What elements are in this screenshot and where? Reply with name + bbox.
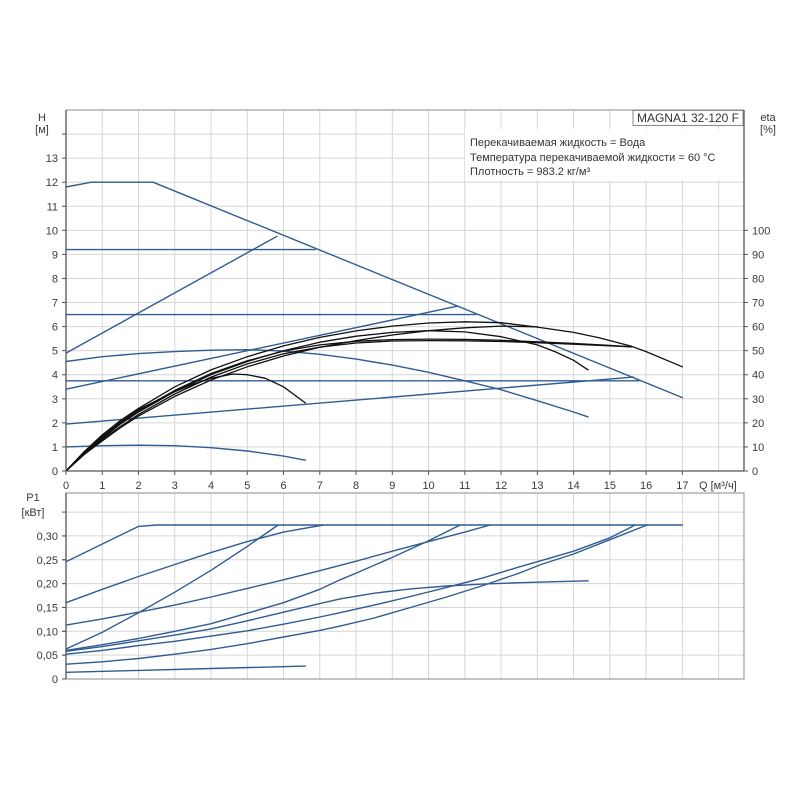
- x-tick-label: 8: [353, 480, 359, 492]
- y2-tick-label: 100: [752, 225, 770, 237]
- y-tick-label: 1: [52, 442, 58, 454]
- y-tick-label: 4: [52, 370, 58, 382]
- y-tick-label: 11: [47, 201, 58, 213]
- y-tick-label: 7: [52, 298, 58, 310]
- x-axis-title-flow: Q [м³/ч]: [699, 480, 737, 492]
- y2-axis-unit-eta: [%]: [760, 124, 776, 136]
- y2-tick-label: 80: [752, 273, 764, 285]
- curves: [65, 181, 684, 673]
- head-curve: [65, 444, 306, 461]
- power-curve: [65, 524, 325, 604]
- y-tick-label: 0,15: [37, 602, 58, 614]
- y2-tick-label: 70: [752, 298, 764, 310]
- y-axis-unit-power: [кВт]: [22, 507, 45, 519]
- y-tick-label: 0,05: [37, 650, 58, 662]
- power-curve: [65, 665, 306, 673]
- y-tick-label: 0,25: [37, 555, 58, 567]
- y-axis-title-power: P1: [26, 492, 39, 504]
- y-tick-label: 10: [46, 225, 58, 237]
- y2-axis-title-eta: eta: [760, 112, 776, 124]
- y-tick-label: 0: [52, 674, 58, 686]
- power-curve: [65, 524, 461, 652]
- info-line-fluid: Перекачиваемая жидкость = Вода: [470, 137, 646, 149]
- power-curve: [65, 524, 279, 650]
- head-curve: [65, 305, 459, 390]
- y-tick-label: 12: [46, 177, 58, 189]
- head-curve: [65, 181, 684, 399]
- y2-tick-label: 90: [752, 249, 764, 261]
- y-tick-label: 3: [52, 394, 58, 406]
- y-tick-label: 0: [52, 466, 58, 478]
- head-curve: [65, 376, 635, 425]
- head-curve: [65, 349, 589, 418]
- x-tick-label: 13: [531, 480, 543, 492]
- info-line-temperature: Температура перекачиваемой жидкости = 60…: [470, 152, 716, 164]
- efficiency-curve: [65, 373, 306, 472]
- efficiency-curve: [65, 338, 633, 472]
- x-tick-label: 12: [495, 480, 507, 492]
- power-curve: [65, 524, 636, 655]
- y-tick-label: 0,20: [37, 579, 58, 591]
- grid: [66, 110, 744, 679]
- efficiency-curve: [65, 330, 589, 472]
- x-tick-label: 17: [676, 480, 688, 492]
- y2-tick-label: 50: [752, 346, 764, 358]
- y-tick-label: 13: [46, 153, 58, 165]
- info-line-density: Плотность = 983.2 кг/м³: [470, 166, 590, 178]
- y2-tick-label: 30: [752, 394, 764, 406]
- x-tick-label: 9: [389, 480, 395, 492]
- head-curve: [65, 235, 278, 354]
- efficiency-curve: [65, 321, 684, 472]
- power-curve: [65, 524, 491, 626]
- y2-tick-label: 40: [752, 370, 764, 382]
- x-tick-label: 14: [567, 480, 579, 492]
- x-tick-label: 6: [280, 480, 286, 492]
- x-tick-label: 0: [63, 480, 69, 492]
- y-tick-label: 0,30: [37, 531, 58, 543]
- y-tick-label: 2: [52, 418, 58, 430]
- y2-tick-label: 20: [752, 418, 764, 430]
- y2-tick-label: 60: [752, 322, 764, 334]
- info-box-background: [465, 129, 743, 180]
- x-tick-label: 5: [244, 480, 250, 492]
- y-axis-title-head: H: [38, 112, 46, 124]
- y-tick-label: 9: [52, 249, 58, 261]
- tick-labels: 0123456789101112130102030405060708090100…: [37, 153, 771, 686]
- model-label: MAGNA1 32-120 F: [637, 111, 739, 125]
- y-tick-label: 8: [52, 273, 58, 285]
- model-label-box: [632, 110, 744, 126]
- x-tick-label: 3: [172, 480, 178, 492]
- y-axis-unit-head: [м]: [35, 124, 49, 136]
- x-tick-label: 16: [640, 480, 652, 492]
- x-tick-label: 10: [422, 480, 434, 492]
- y2-tick-label: 0: [752, 466, 758, 478]
- x-tick-label: 2: [135, 480, 141, 492]
- x-tick-label: 11: [459, 480, 470, 492]
- x-tick-label: 4: [208, 480, 214, 492]
- power-curve: [65, 524, 648, 665]
- y-tick-label: 6: [52, 322, 58, 334]
- y-tick-label: 0,10: [37, 626, 58, 638]
- x-tick-label: 1: [99, 480, 105, 492]
- x-tick-label: 15: [604, 480, 616, 492]
- power-curve: [65, 524, 684, 563]
- axes: [62, 109, 748, 680]
- x-tick-label: 7: [317, 480, 323, 492]
- y-tick-label: 5: [52, 346, 58, 358]
- y2-tick-label: 10: [752, 442, 764, 454]
- power-curve: [65, 580, 589, 652]
- efficiency-curve: [65, 325, 538, 472]
